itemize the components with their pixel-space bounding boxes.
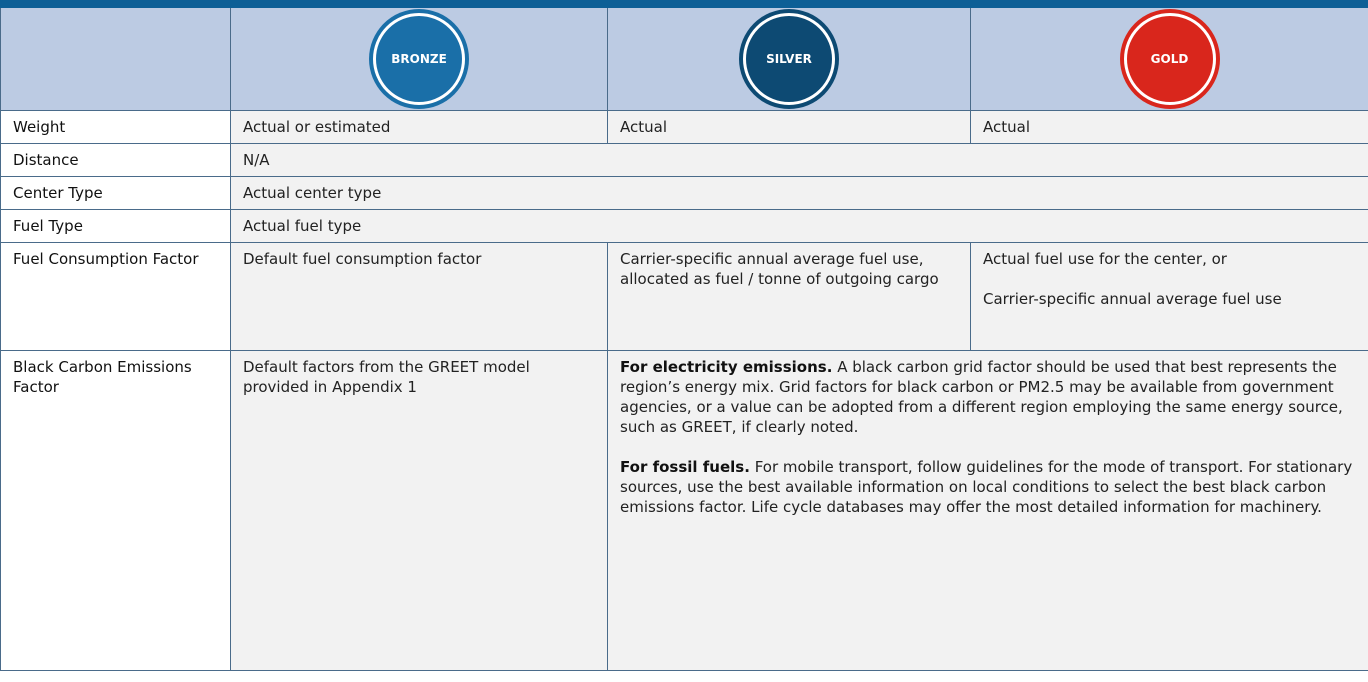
- badge: SILVER: [743, 13, 835, 105]
- text: A black carbon grid factor should be use…: [620, 358, 1343, 436]
- cell: Actual center type: [230, 176, 1368, 210]
- header-row: BRONZE SILVER GOLD: [0, 8, 1368, 111]
- cell: Carrier-specific annual average fuel use…: [607, 242, 971, 351]
- header-cell: [0, 8, 231, 111]
- cell: Actual fuel type: [230, 209, 1368, 243]
- comparison-table: BRONZE SILVER GOLD Weight Actual or esti…: [0, 8, 1368, 671]
- cell: For electricity emissions. A black carbo…: [607, 350, 1368, 671]
- lead: For electricity emissions.: [620, 358, 833, 376]
- row-label: Center Type: [0, 176, 231, 210]
- header-cell: GOLD: [970, 8, 1368, 111]
- row-label: Fuel Consumption Factor: [0, 242, 231, 351]
- badge-ring: SILVER: [739, 9, 839, 109]
- cell: Default factors from the GREET model pro…: [230, 350, 608, 671]
- cell: Actual fuel use for the center, or Carrie…: [970, 242, 1368, 351]
- badge: BRONZE: [373, 13, 465, 105]
- paragraph: For electricity emissions. A black carbo…: [620, 357, 1356, 437]
- cell: Default fuel consumption factor: [230, 242, 608, 351]
- paragraph: Carrier-specific annual average fuel use: [983, 290, 1282, 308]
- lead: For fossil fuels.: [620, 458, 750, 476]
- row: Black Carbon Emissions Factor Default fa…: [0, 350, 1368, 671]
- row-label: Distance: [0, 143, 231, 177]
- cell: Actual: [607, 110, 971, 144]
- badge: GOLD: [1123, 13, 1216, 105]
- row: Weight Actual or estimated Actual Actual: [0, 110, 1368, 144]
- cell: N/A: [230, 143, 1368, 177]
- header-cell: SILVER: [607, 8, 971, 111]
- cell: Actual: [970, 110, 1368, 144]
- badge-ring: BRONZE: [369, 9, 469, 109]
- row: Fuel Consumption Factor Default fuel con…: [0, 242, 1368, 351]
- badge-ring: GOLD: [1119, 9, 1220, 109]
- paragraph: For fossil fuels. For mobile transport, …: [620, 457, 1356, 517]
- row: Center Type Actual center type: [0, 176, 1368, 210]
- row: Fuel Type Actual fuel type: [0, 209, 1368, 243]
- cell: Actual or estimated: [230, 110, 608, 144]
- header-cell: BRONZE: [230, 8, 608, 111]
- row-label: Black Carbon Emissions Factor: [0, 350, 231, 671]
- row-label: Weight: [0, 110, 231, 144]
- text: For mobile transport, follow guidelines …: [620, 458, 1353, 516]
- row: Distance N/A: [0, 143, 1368, 177]
- row-label: Fuel Type: [0, 209, 231, 243]
- top-bar: [0, 0, 1368, 8]
- paragraph: Actual fuel use for the center, or: [983, 250, 1227, 268]
